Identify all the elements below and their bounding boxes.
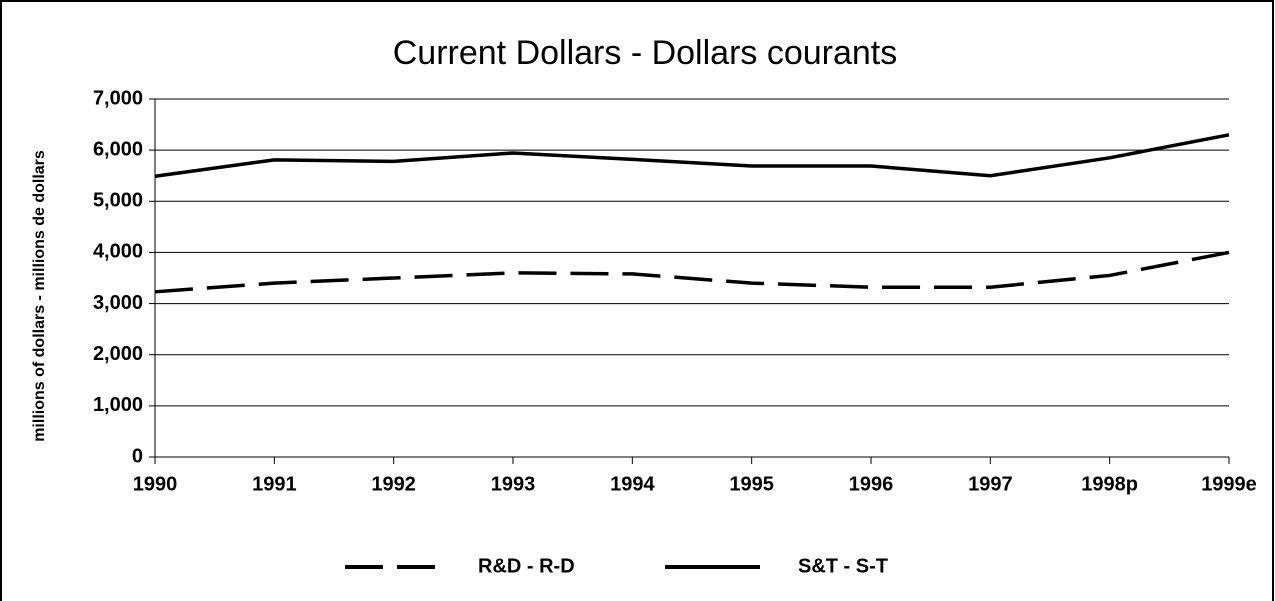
- y-tick-label: 2,000: [93, 343, 143, 365]
- y-tick-label: 3,000: [93, 292, 143, 314]
- y-axis-label: millions of dollars - millions de dollar…: [31, 150, 48, 442]
- x-tick-label: 1997: [968, 473, 1013, 495]
- x-tick-label: 1996: [849, 473, 894, 495]
- legend-label: R&D - R-D: [478, 555, 575, 577]
- x-tick-label: 1995: [729, 473, 774, 495]
- legend-label: S&T - S-T: [798, 555, 888, 577]
- x-tick-label: 1991: [252, 473, 297, 495]
- x-tick-label: 1999e: [1201, 473, 1257, 495]
- x-tick-label: 1990: [133, 473, 178, 495]
- series-line: [154, 133, 1230, 178]
- x-tick-label: 1992: [371, 473, 416, 495]
- y-tick-label: 5,000: [93, 190, 143, 212]
- x-tick-label: 1994: [610, 473, 655, 495]
- x-tick-label: 1993: [491, 473, 536, 495]
- y-tick-label: 6,000: [93, 138, 143, 160]
- y-tick-label: 4,000: [93, 241, 143, 263]
- x-tick-label: 1998p: [1081, 473, 1138, 495]
- y-tick-label: 1,000: [93, 394, 143, 416]
- y-tick-label: 7,000: [93, 87, 143, 109]
- chart-title: Current Dollars - Dollars courants: [393, 34, 898, 72]
- y-tick-label: 0: [132, 445, 143, 467]
- series-line: [154, 250, 1230, 294]
